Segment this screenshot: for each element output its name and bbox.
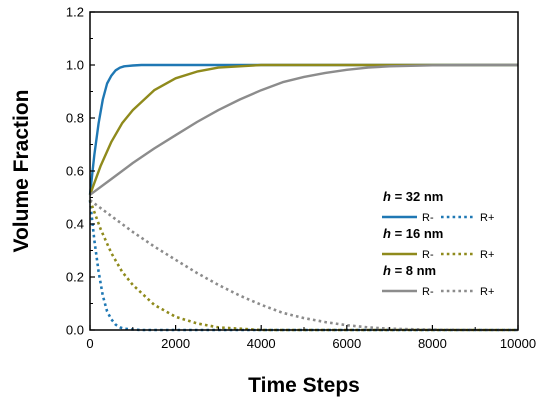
legend-label: R- xyxy=(422,212,434,224)
y-tick-label: 0.6 xyxy=(66,164,84,179)
x-tick-label: 2000 xyxy=(161,336,190,351)
x-axis-title: Time Steps xyxy=(248,374,360,397)
legend-label: R+ xyxy=(480,249,494,261)
x-tick-label: 10000 xyxy=(500,336,536,351)
y-tick-label: 1.2 xyxy=(66,5,84,20)
legend-group-header: h = 16 nm xyxy=(383,226,443,241)
series-line-0-1 xyxy=(88,200,518,332)
legend: h = 32 nm R- R+ h = 16 nm R- R+ h = 8 nm R- R+ xyxy=(382,189,494,298)
x-tick-label: 4000 xyxy=(247,336,276,351)
ticks-layer: 0 2000 4000 6000 8000 10000 0.0 0.2 0.4 0.6 0.8 1.0… xyxy=(66,5,536,352)
series-line-1-0 xyxy=(88,63,518,196)
legend-label: R- xyxy=(422,286,434,298)
y-tick-label: 0.2 xyxy=(66,270,84,285)
y-tick-label: 1.0 xyxy=(66,58,84,73)
legend-group-header: h = 32 nm xyxy=(383,189,443,204)
y-tick-label: 0.4 xyxy=(66,217,84,232)
y-tick-label: 0.0 xyxy=(66,323,84,338)
y-tick-label: 0.8 xyxy=(66,111,84,126)
x-tick-label: 8000 xyxy=(418,336,447,351)
series-line-2-1 xyxy=(89,199,518,332)
x-tick-label: 0 xyxy=(86,336,93,351)
series-line-0-0 xyxy=(88,63,518,195)
series-line-2-0 xyxy=(89,63,518,196)
legend-group-header: h = 8 nm xyxy=(383,263,436,278)
legend-label: R+ xyxy=(480,286,494,298)
legend-label: R+ xyxy=(480,212,494,224)
legend-label: R- xyxy=(422,249,434,261)
y-axis-title: Volume Fraction xyxy=(10,90,33,253)
series-line-1-1 xyxy=(88,199,518,332)
plot-frame xyxy=(89,11,519,331)
x-tick-label: 6000 xyxy=(332,336,361,351)
